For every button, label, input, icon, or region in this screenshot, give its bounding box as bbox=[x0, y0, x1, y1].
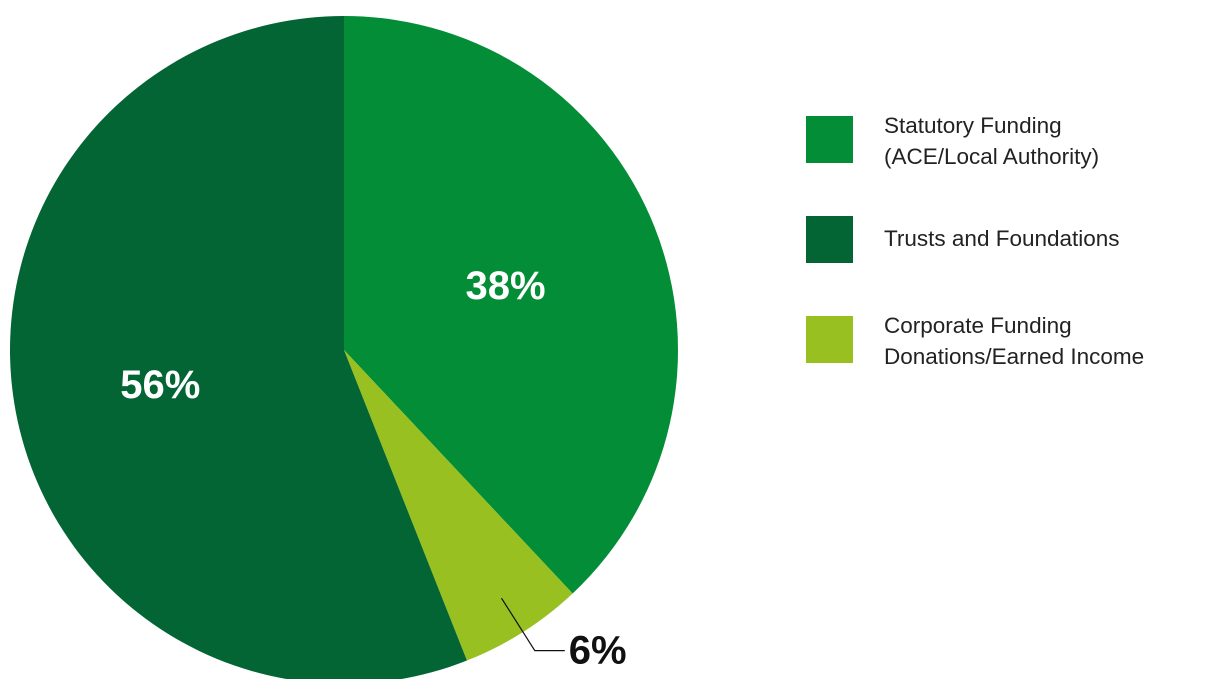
legend-label-line: (ACE/Local Authority) bbox=[884, 144, 1100, 169]
legend-label: Statutory Funding (ACE/Local Authority) bbox=[884, 110, 1099, 172]
legend-label: Trusts and Foundations bbox=[884, 223, 1120, 254]
legend-label: Corporate Funding Donations/Earned Incom… bbox=[884, 310, 1144, 372]
legend-item-statutory-funding[interactable]: Statutory Funding (ACE/Local Authority) bbox=[806, 110, 1216, 172]
slice-value-label: 6% bbox=[569, 629, 627, 673]
slice-value-label: 56% bbox=[120, 363, 200, 407]
pie-slice[interactable] bbox=[344, 16, 679, 594]
legend-label-line: Corporate Funding bbox=[884, 313, 1072, 338]
legend-swatch bbox=[806, 216, 853, 263]
legend-swatch bbox=[806, 116, 853, 163]
legend: Statutory Funding (ACE/Local Authority) … bbox=[806, 110, 1216, 372]
pie-slice[interactable] bbox=[344, 350, 573, 661]
legend-label-line: Donations/Earned Income bbox=[884, 344, 1145, 369]
pie-chart: 38% 6% 56% bbox=[10, 16, 679, 679]
legend-item-trusts-and-foundations[interactable]: Trusts and Foundations bbox=[806, 210, 1216, 272]
slice-value-label: 38% bbox=[465, 264, 545, 308]
legend-swatch bbox=[806, 316, 853, 363]
leader-line bbox=[500, 597, 565, 652]
pie-slice[interactable] bbox=[10, 16, 467, 679]
legend-label-line: Statutory Funding bbox=[884, 113, 1062, 138]
legend-label-line: Trusts and Foundations bbox=[884, 226, 1120, 251]
legend-item-corporate-funding[interactable]: Corporate Funding Donations/Earned Incom… bbox=[806, 310, 1216, 372]
